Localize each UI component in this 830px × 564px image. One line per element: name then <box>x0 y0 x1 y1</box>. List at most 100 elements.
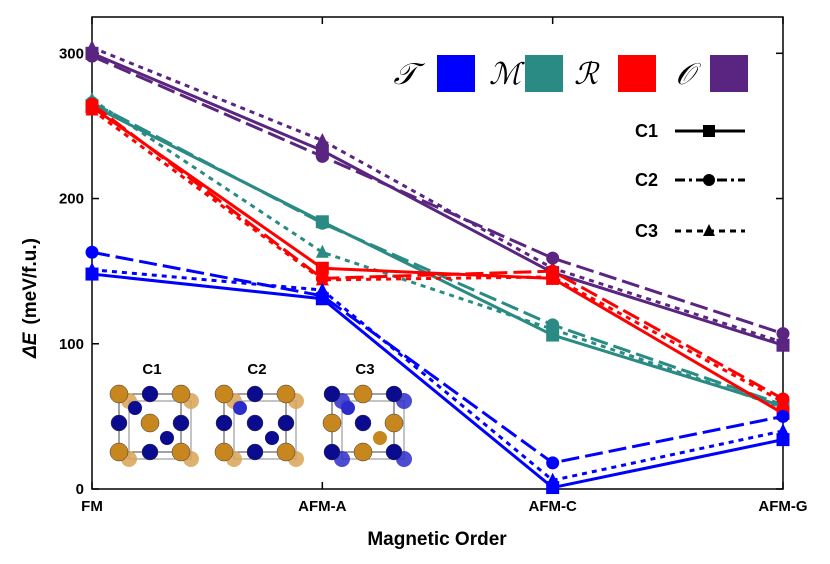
atom-mid <box>160 431 174 445</box>
data-point <box>315 261 329 275</box>
y-tick-label: 200 <box>59 191 84 208</box>
data-point <box>776 423 790 437</box>
data-point <box>546 456 560 470</box>
x-axis-title: Magnetic Order <box>367 529 507 550</box>
legend-config-marker <box>703 174 715 186</box>
series-line <box>91 272 784 490</box>
series-line <box>91 51 784 347</box>
data-point <box>85 262 99 276</box>
data-point <box>546 321 560 335</box>
data-point <box>776 409 790 423</box>
atom-navy <box>246 443 264 461</box>
series-line <box>91 108 784 404</box>
y-axis-symbol: ΔE <box>20 331 41 359</box>
unit-cell-C3: C3 <box>322 361 412 467</box>
x-tick-label: AFM-C <box>529 498 577 515</box>
legend-phase-swatch <box>710 55 748 92</box>
y-tick-label: 100 <box>59 336 84 353</box>
data-point <box>546 472 560 486</box>
data-point <box>315 149 329 163</box>
data-point <box>546 251 560 265</box>
series-M-C2 <box>85 96 790 412</box>
series-T-C3 <box>85 262 790 486</box>
series-line <box>91 268 784 482</box>
atom-mid <box>341 401 355 415</box>
atom-navy <box>277 414 295 432</box>
unit-cell-label: C3 <box>355 361 374 378</box>
legend-phase-symbol: 𝒯 <box>394 57 426 92</box>
series-T-C2 <box>85 245 790 470</box>
series-line <box>91 98 784 410</box>
x-tick-label: AFM-A <box>298 498 346 515</box>
x-tick-label: AFM-G <box>758 498 807 515</box>
series-line <box>91 105 784 415</box>
data-point <box>315 216 329 230</box>
atom-navy <box>215 414 233 432</box>
y-tick-label: 300 <box>59 45 84 62</box>
unit-cell-C1: C1 <box>109 361 199 467</box>
y-axis-title: ΔE (meV/f.u.) <box>20 238 41 359</box>
data-point <box>546 269 560 283</box>
series-line <box>91 54 784 336</box>
legend-config-label: C3 <box>635 221 658 241</box>
legend-phase-symbol: ℳ <box>489 57 525 92</box>
unit-cell-C2: C2 <box>214 361 304 467</box>
atom-gold <box>214 442 234 462</box>
atom-gold <box>171 442 191 462</box>
atom-gold <box>276 384 296 404</box>
legend-phase-symbol: 𝒪 <box>676 57 702 92</box>
unit-cell-label: C1 <box>142 361 161 378</box>
atom-gold <box>384 413 404 433</box>
crystal-inset: C1 C2 C3 <box>109 361 412 467</box>
legend: 𝒯 ℳ ℛ 𝒪 C1 C2 C3 <box>394 55 748 241</box>
atom-mid <box>128 401 142 415</box>
atom-navy <box>172 414 190 432</box>
atom-mid <box>233 401 247 415</box>
series-line <box>91 250 784 465</box>
y-tick-label: 0 <box>76 481 84 498</box>
cell-edge <box>233 400 297 460</box>
data-point <box>315 132 329 146</box>
series-line <box>91 101 784 407</box>
x-tick-label: FM <box>81 498 103 515</box>
atom-navy <box>323 385 341 403</box>
legend-config-marker <box>703 125 715 137</box>
cell-edge <box>128 400 192 460</box>
legend-phase-symbol: ℛ <box>574 57 600 92</box>
atom-navy <box>141 443 159 461</box>
atom-navy <box>354 414 372 432</box>
atom-navy <box>246 385 264 403</box>
atom-mid <box>373 431 387 445</box>
series-M-C3 <box>85 92 790 414</box>
series-O-C2 <box>85 49 790 341</box>
cell-edge <box>341 400 405 460</box>
series-M-C1 <box>85 99 790 413</box>
atom-navy <box>110 414 128 432</box>
atom-gold <box>214 384 234 404</box>
series-line <box>91 46 784 344</box>
atom-gold <box>353 442 373 462</box>
legend-phase-swatch <box>437 55 475 92</box>
atom-gold <box>353 384 373 404</box>
data-series <box>85 39 790 495</box>
atom-navy <box>385 385 403 403</box>
legend-config-label: C2 <box>635 170 658 190</box>
data-point <box>315 272 329 286</box>
series-R-C2 <box>85 97 790 406</box>
atom-navy <box>141 385 159 403</box>
y-axis-units: (meV/f.u.) <box>20 238 41 325</box>
legend-config-marker <box>703 224 715 236</box>
series-O-C1 <box>85 46 790 352</box>
legend-phase-swatch <box>525 55 563 92</box>
data-point <box>85 245 99 259</box>
series-R-C3 <box>85 102 790 408</box>
atom-navy <box>385 443 403 461</box>
atom-gold <box>171 384 191 404</box>
atom-gold <box>140 413 160 433</box>
data-point <box>315 244 329 258</box>
atom-gold <box>109 442 129 462</box>
legend-phase-swatch <box>618 55 656 92</box>
data-point <box>776 327 790 341</box>
